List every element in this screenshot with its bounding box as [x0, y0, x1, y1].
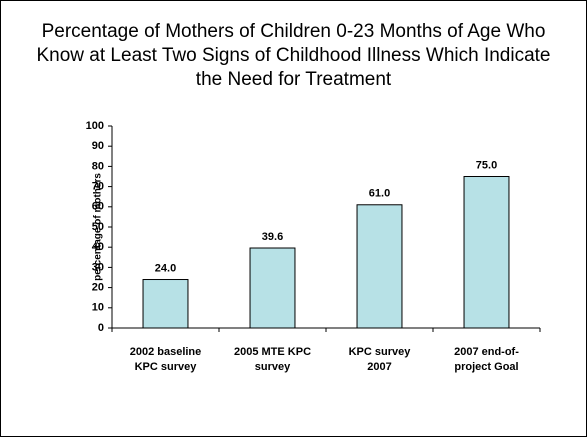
y-tick-label: 70 — [92, 181, 104, 193]
y-axis-label: percentage of mothers — [93, 173, 104, 281]
x-tick-label: 2005 MTE KPC survey — [234, 346, 311, 373]
bar — [249, 247, 296, 329]
y-tick-label: 10 — [92, 302, 104, 314]
y-tick-label: 30 — [92, 261, 104, 273]
y-tick-label: 60 — [92, 201, 104, 213]
bar — [142, 279, 189, 329]
y-tick-label: 0 — [98, 322, 104, 334]
chart-title: Percentage of Mothers of Children 0-23 M… — [36, 21, 551, 90]
bar — [356, 204, 403, 329]
x-tick-label: KPC survey 2007 — [349, 346, 412, 373]
y-tick-label: 40 — [92, 241, 104, 253]
y-tick-label: 50 — [92, 221, 104, 233]
y-tick-label: 80 — [92, 160, 104, 172]
value-label: 75.0 — [476, 159, 497, 171]
x-tick-label: 2002 baseline KPC survey — [130, 346, 202, 373]
value-label: 24.0 — [155, 262, 176, 274]
value-label: 61.0 — [369, 188, 390, 200]
y-tick-label: 90 — [92, 140, 104, 152]
y-tick-label: 100 — [86, 120, 104, 132]
value-label: 39.6 — [262, 231, 283, 243]
title-box: Percentage of Mothers of Children 0-23 M… — [36, 21, 551, 90]
bar — [463, 176, 510, 329]
y-tick-label: 20 — [92, 282, 104, 294]
x-tick-label: 2007 end-of-project Goal — [454, 346, 519, 373]
